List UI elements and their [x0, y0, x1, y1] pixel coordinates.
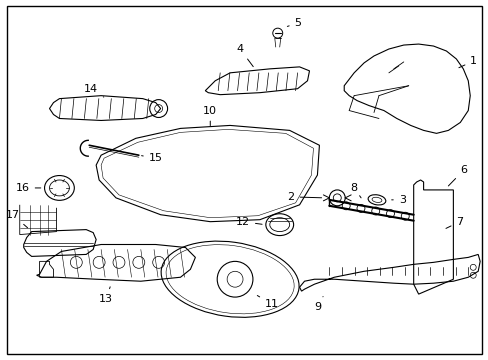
- Text: 6: 6: [447, 165, 467, 186]
- Text: 16: 16: [16, 183, 41, 193]
- Text: 7: 7: [445, 217, 463, 228]
- Text: 9: 9: [313, 297, 323, 312]
- Text: 11: 11: [257, 296, 278, 309]
- Text: 13: 13: [99, 287, 113, 304]
- Text: 3: 3: [391, 195, 405, 205]
- Text: 17: 17: [5, 210, 27, 228]
- Text: 8: 8: [350, 183, 360, 198]
- Text: 5: 5: [287, 18, 301, 28]
- Text: 2: 2: [287, 192, 321, 202]
- Text: 1: 1: [458, 56, 476, 68]
- Text: 4: 4: [236, 44, 253, 67]
- Text: 12: 12: [235, 217, 262, 227]
- Text: 10: 10: [203, 105, 217, 126]
- Text: 14: 14: [84, 84, 103, 97]
- Text: 15: 15: [141, 153, 163, 163]
